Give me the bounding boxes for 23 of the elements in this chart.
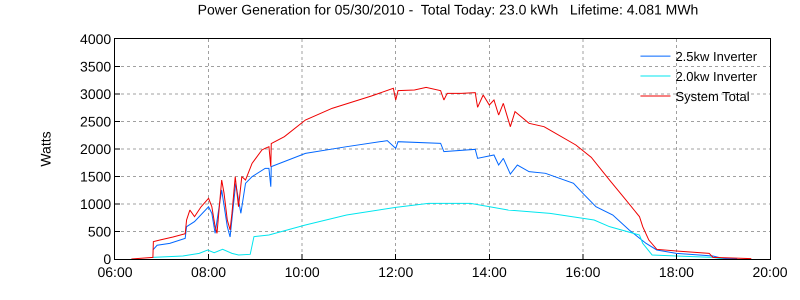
legend-label: 2.5kw Inverter: [675, 49, 758, 64]
legend-label: 2.0kw Inverter: [675, 69, 758, 84]
line-series: [130, 86, 752, 259]
y-tick-label: 3500: [80, 58, 112, 74]
x-tick-label: 10:00: [284, 264, 320, 280]
line-series: [152, 140, 738, 259]
chart-title: Power Generation for 05/30/2010 - Total Today: 23.0 kWh Lifetime: 4.081 MWh: [198, 1, 698, 18]
y-tick-label: 2500: [80, 113, 112, 130]
x-tick-label: 18:00: [658, 264, 694, 280]
y-tick-label: 1000: [80, 196, 112, 212]
y-tick-label: 3000: [80, 86, 112, 102]
line-series: [152, 202, 724, 259]
x-tick-label: 08:00: [191, 264, 226, 280]
x-tick-label: 20:00: [752, 264, 788, 280]
y-tick-label: 1500: [80, 168, 112, 184]
x-tick-label: 16:00: [565, 264, 601, 280]
y-tick-label: 4000: [80, 30, 112, 47]
y-tick-label: 2000: [80, 140, 112, 157]
x-tick-label: 12:00: [378, 264, 414, 280]
y-axis-title: Watts: [38, 131, 54, 167]
legend-label: System Total: [675, 89, 750, 104]
y-tick-label: 500: [88, 223, 112, 240]
x-tick-label: 14:00: [472, 264, 508, 280]
